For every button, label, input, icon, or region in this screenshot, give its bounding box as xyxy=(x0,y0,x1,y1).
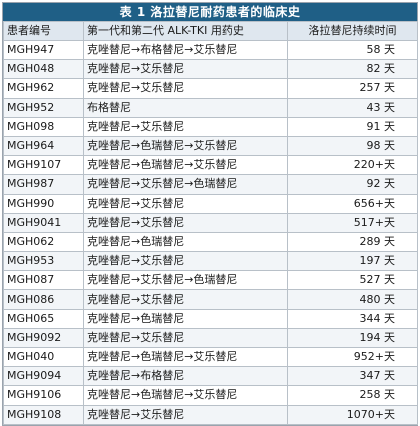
table-row: MGH953 克唑替尼→艾乐替尼 197 天 xyxy=(3,251,418,272)
history-cell: 克唑替尼→色瑞替尼→艾乐替尼 xyxy=(83,155,288,176)
history-cell: 克唑替尼→艾乐替尼 xyxy=(83,59,288,80)
table-row: MGH987 克唑替尼→艾乐替尼→色瑞替尼 92 天 xyxy=(3,174,418,195)
history-cell: 克唑替尼→艾乐替尼 xyxy=(83,212,288,233)
duration-cell: 952+天 xyxy=(287,346,418,368)
table-row: MGH990 克唑替尼→艾乐替尼 656+天 xyxy=(3,193,418,214)
history-cell: 克唑替尼→色瑞替尼→艾乐替尼 xyxy=(83,135,288,157)
table-row: MGH964 克唑替尼→色瑞替尼→艾乐替尼 98 天 xyxy=(3,135,418,157)
table-title: 表 1 洛拉替尼耐药患者的临床史 xyxy=(3,3,417,21)
duration-cell: 344 天 xyxy=(287,308,418,329)
duration-cell: 92 天 xyxy=(287,174,418,195)
history-cell: 克唑替尼→艾乐替尼 xyxy=(83,327,288,349)
patient-id-cell: MGH9092 xyxy=(3,327,84,349)
patient-id-cell: MGH065 xyxy=(3,308,84,329)
patient-id-cell: MGH9108 xyxy=(3,404,84,425)
patient-id-cell: MGH048 xyxy=(3,59,84,80)
table-row: MGH9106 克唑替尼→色瑞替尼→艾乐替尼 258 天 xyxy=(3,385,418,406)
duration-cell: 1070+天 xyxy=(287,404,418,425)
history-cell: 克唑替尼→艾乐替尼 xyxy=(83,251,288,272)
patient-id-cell: MGH987 xyxy=(3,174,84,195)
table-row: MGH9094 克唑替尼→布格替尼 347 天 xyxy=(3,366,418,387)
table-row: MGH048 克唑替尼→艾乐替尼 82 天 xyxy=(3,59,418,80)
table-row: MGH9041 克唑替尼→艾乐替尼 517+天 xyxy=(3,212,418,233)
patient-id-cell: MGH040 xyxy=(3,346,84,368)
patient-id-cell: MGH9041 xyxy=(3,212,84,233)
table-body: MGH947 克唑替尼→布格替尼→艾乐替尼 58 天 MGH048 克唑替尼→艾乐替尼 8… xyxy=(3,39,418,425)
header-row: 患者编号 第一代和第二代 ALK-TKI 用药史 洛拉替尼持续时间 xyxy=(3,21,418,41)
history-cell: 克唑替尼→艾乐替尼→色瑞替尼 xyxy=(83,270,288,291)
table-row: MGH062 克唑替尼→色瑞替尼 289 天 xyxy=(3,231,418,253)
duration-cell: 220+天 xyxy=(287,155,418,176)
table-row: MGH098 克唑替尼→艾乐替尼 91 天 xyxy=(3,116,418,137)
duration-cell: 517+天 xyxy=(287,212,418,233)
history-cell: 布格替尼 xyxy=(83,97,288,118)
table-row: MGH952 布格替尼 43 天 xyxy=(3,97,418,118)
patient-id-cell: MGH962 xyxy=(3,78,84,99)
patient-id-cell: MGH9094 xyxy=(3,366,84,387)
patient-id-cell: MGH9107 xyxy=(3,155,84,176)
table-row: MGH065 克唑替尼→色瑞替尼 344 天 xyxy=(3,308,418,329)
patient-id-cell: MGH953 xyxy=(3,251,84,272)
history-cell: 克唑替尼→色瑞替尼 xyxy=(83,231,288,253)
patient-id-cell: MGH086 xyxy=(3,289,84,310)
table-row: MGH087 克唑替尼→艾乐替尼→色瑞替尼 527 天 xyxy=(3,270,418,291)
duration-cell: 527 天 xyxy=(287,270,418,291)
history-cell: 克唑替尼→艾乐替尼→色瑞替尼 xyxy=(83,174,288,195)
duration-cell: 197 天 xyxy=(287,251,418,272)
table-row: MGH9092 克唑替尼→艾乐替尼 194 天 xyxy=(3,327,418,349)
header-duration: 洛拉替尼持续时间 xyxy=(287,21,418,41)
history-cell: 克唑替尼→色瑞替尼→艾乐替尼 xyxy=(83,346,288,368)
duration-cell: 194 天 xyxy=(287,327,418,349)
duration-cell: 257 天 xyxy=(287,78,418,99)
patient-id-cell: MGH9106 xyxy=(3,385,84,406)
patient-id-cell: MGH087 xyxy=(3,270,84,291)
table-row: MGH962 克唑替尼→艾乐替尼 257 天 xyxy=(3,78,418,99)
history-cell: 克唑替尼→色瑞替尼 xyxy=(83,308,288,329)
duration-cell: 91 天 xyxy=(287,116,418,137)
table-header: 患者编号 第一代和第二代 ALK-TKI 用药史 洛拉替尼持续时间 xyxy=(3,21,418,41)
history-cell: 克唑替尼→艾乐替尼 xyxy=(83,289,288,310)
table-row: MGH947 克唑替尼→布格替尼→艾乐替尼 58 天 xyxy=(3,39,418,61)
table-row: MGH086 克唑替尼→艾乐替尼 480 天 xyxy=(3,289,418,310)
patient-id-cell: MGH947 xyxy=(3,39,84,61)
duration-cell: 43 天 xyxy=(287,97,418,118)
duration-cell: 98 天 xyxy=(287,135,418,157)
table-row: MGH040 克唑替尼→色瑞替尼→艾乐替尼 952+天 xyxy=(3,346,418,368)
patient-id-cell: MGH964 xyxy=(3,135,84,157)
patient-id-cell: MGH952 xyxy=(3,97,84,118)
patient-id-cell: MGH098 xyxy=(3,116,84,137)
history-cell: 克唑替尼→艾乐替尼 xyxy=(83,404,288,425)
duration-cell: 82 天 xyxy=(287,59,418,80)
history-cell: 克唑替尼→艾乐替尼 xyxy=(83,193,288,214)
history-cell: 克唑替尼→色瑞替尼→艾乐替尼 xyxy=(83,385,288,406)
data-table: 患者编号 第一代和第二代 ALK-TKI 用药史 洛拉替尼持续时间 MGH947… xyxy=(3,21,418,425)
history-cell: 克唑替尼→布格替尼 xyxy=(83,366,288,387)
history-cell: 克唑替尼→布格替尼→艾乐替尼 xyxy=(83,39,288,61)
patient-id-cell: MGH990 xyxy=(3,193,84,214)
header-patient-id: 患者编号 xyxy=(3,21,84,41)
header-history: 第一代和第二代 ALK-TKI 用药史 xyxy=(83,21,288,41)
duration-cell: 289 天 xyxy=(287,231,418,253)
duration-cell: 480 天 xyxy=(287,289,418,310)
table-row: MGH9108 克唑替尼→艾乐替尼 1070+天 xyxy=(3,404,418,425)
duration-cell: 58 天 xyxy=(287,39,418,61)
table-row: MGH9107 克唑替尼→色瑞替尼→艾乐替尼 220+天 xyxy=(3,155,418,176)
history-cell: 克唑替尼→艾乐替尼 xyxy=(83,78,288,99)
duration-cell: 347 天 xyxy=(287,366,418,387)
duration-cell: 258 天 xyxy=(287,385,418,406)
history-cell: 克唑替尼→艾乐替尼 xyxy=(83,116,288,137)
patient-id-cell: MGH062 xyxy=(3,231,84,253)
duration-cell: 656+天 xyxy=(287,193,418,214)
